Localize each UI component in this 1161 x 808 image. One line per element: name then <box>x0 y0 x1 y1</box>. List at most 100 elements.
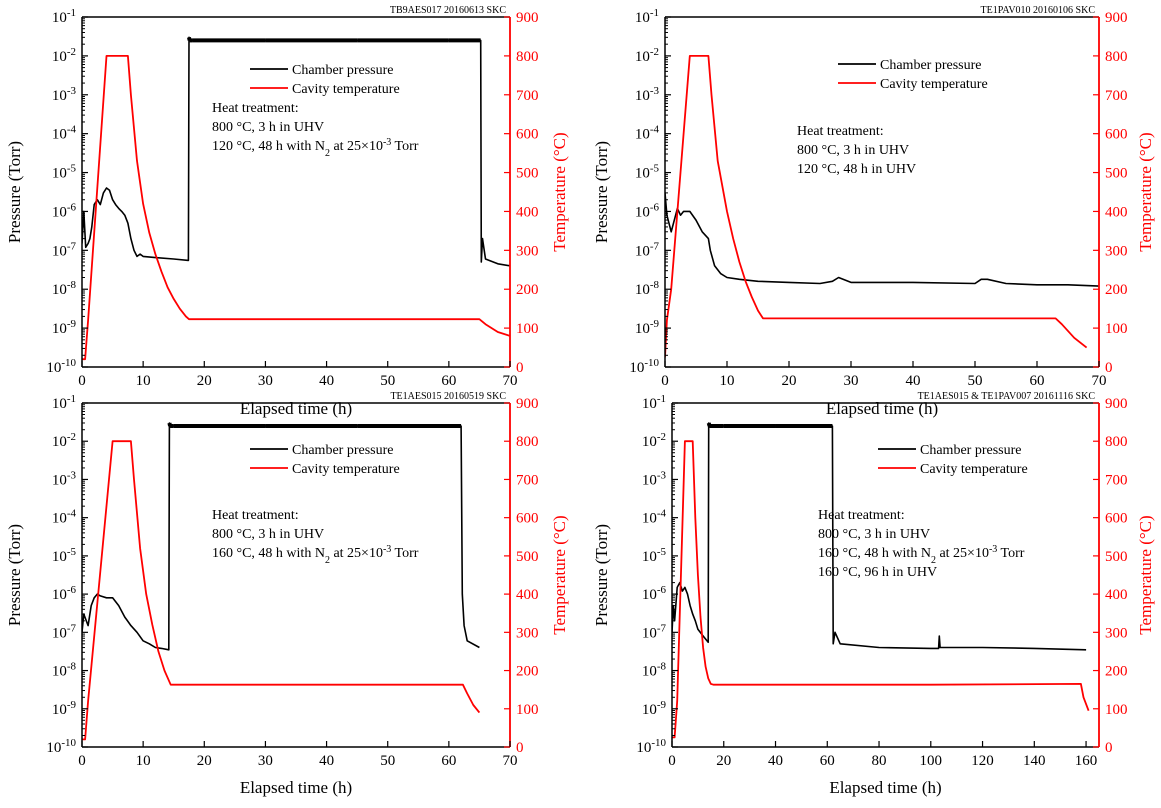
right-tick-label: 200 <box>1105 282 1128 298</box>
right-tick-label: 0 <box>516 360 524 376</box>
legend-label: Cavity temperature <box>920 462 1028 477</box>
right-tick-label: 300 <box>1105 625 1128 641</box>
x-tick-label: 60 <box>1030 373 1045 389</box>
annotation-line: 800 °C, 3 h in UHV <box>818 527 930 542</box>
x-tick-label: 20 <box>716 753 731 769</box>
annotation-line: 160 °C, 48 h with N2 at 25×10-3 Torr <box>818 544 1025 566</box>
left-tick-label: 10-8 <box>642 661 667 680</box>
right-tick-label: 300 <box>516 243 539 259</box>
x-tick-label: 0 <box>78 373 86 389</box>
y-axis-label-left: Pressure (Torr) <box>592 141 611 243</box>
x-tick-label: 40 <box>319 753 334 769</box>
x-tick-label: 60 <box>441 753 456 769</box>
left-tick-label: 10-9 <box>642 699 667 718</box>
right-tick-label: 100 <box>516 702 539 718</box>
x-tick-label: 40 <box>319 373 334 389</box>
right-tick-label: 700 <box>1105 472 1128 488</box>
left-tick-label: 10-1 <box>635 7 659 26</box>
left-tick-label: 10-1 <box>52 393 76 412</box>
right-tick-label: 100 <box>1105 321 1128 337</box>
legend-label: Cavity temperature <box>292 462 400 477</box>
x-tick-label: 10 <box>720 373 735 389</box>
x-tick-label: 30 <box>844 373 859 389</box>
legend-label: Chamber pressure <box>920 443 1021 458</box>
y-axis-label-right: Temperature (°C) <box>550 132 569 251</box>
x-tick-label: 0 <box>661 373 669 389</box>
left-tick-label: 10-10 <box>629 357 659 376</box>
annotation-line: 160 °C, 96 h in UHV <box>818 565 937 580</box>
chart-panel: 10-1010-910-810-710-610-510-410-310-210-… <box>592 391 1155 797</box>
y-axis-label-left: Pressure (Torr) <box>5 524 24 626</box>
x-tick-label: 40 <box>768 753 783 769</box>
x-tick-label: 0 <box>78 753 86 769</box>
left-tick-label: 10-1 <box>642 393 666 412</box>
right-tick-label: 900 <box>516 10 539 26</box>
left-tick-label: 10-8 <box>635 279 660 298</box>
x-tick-label: 0 <box>668 753 676 769</box>
right-tick-label: 500 <box>1105 166 1128 182</box>
y-axis-label-left: Pressure (Torr) <box>592 524 611 626</box>
left-tick-label: 10-6 <box>52 584 77 603</box>
left-tick-label: 10-4 <box>642 508 667 527</box>
x-axis-label: Elapsed time (h) <box>240 399 352 418</box>
right-tick-label: 800 <box>1105 49 1128 65</box>
right-tick-label: 0 <box>1105 360 1113 376</box>
right-tick-label: 600 <box>516 511 539 527</box>
left-tick-label: 10-9 <box>635 318 660 337</box>
right-tick-label: 800 <box>1105 434 1128 450</box>
right-tick-label: 200 <box>1105 664 1128 680</box>
legend-label: Cavity temperature <box>880 77 988 92</box>
x-tick-label: 20 <box>782 373 797 389</box>
pressure-series-line <box>665 192 1099 287</box>
x-axis-label: Elapsed time (h) <box>829 778 941 797</box>
annotation-line: Heat treatment: <box>818 508 905 523</box>
left-tick-label: 10-2 <box>52 431 76 450</box>
left-tick-label: 10-7 <box>52 240 77 259</box>
left-tick-label: 10-5 <box>52 546 77 565</box>
annotation-line: 120 °C, 48 h in UHV <box>797 162 916 177</box>
sample-id-label: TE1AES015 20160519 SKC <box>390 391 506 402</box>
x-tick-label: 20 <box>197 753 212 769</box>
right-tick-label: 300 <box>516 625 539 641</box>
x-tick-label: 100 <box>920 753 943 769</box>
x-tick-label: 160 <box>1075 753 1098 769</box>
y-axis-label-left: Pressure (Torr) <box>5 141 24 243</box>
left-tick-label: 10-3 <box>635 85 660 104</box>
left-tick-label: 10-6 <box>642 584 667 603</box>
x-tick-label: 60 <box>820 753 835 769</box>
pressure-plateau-segment <box>187 36 192 41</box>
temperature-series-line <box>82 55 510 361</box>
right-tick-label: 900 <box>1105 10 1128 26</box>
pressure-plateau-segment <box>167 422 173 427</box>
annotation-line: 800 °C, 3 h in UHV <box>212 527 324 542</box>
x-tick-label: 10 <box>136 753 151 769</box>
left-tick-label: 10-6 <box>635 201 660 220</box>
x-tick-label: 50 <box>968 373 983 389</box>
left-tick-label: 10-7 <box>642 622 667 641</box>
pressure-plateau-segment <box>706 422 712 427</box>
right-tick-label: 700 <box>1105 88 1128 104</box>
chart-panel: 10-1010-910-810-710-610-510-410-310-210-… <box>592 5 1155 418</box>
annotation-line: 120 °C, 48 h with N2 at 25×10-3 Torr <box>212 137 419 159</box>
temperature-series-line <box>665 55 1088 358</box>
left-tick-label: 10-5 <box>642 546 667 565</box>
right-tick-label: 200 <box>516 664 539 680</box>
right-tick-label: 200 <box>516 282 539 298</box>
x-tick-label: 50 <box>380 373 395 389</box>
x-tick-label: 20 <box>197 373 212 389</box>
y-axis-label-right: Temperature (°C) <box>1136 515 1155 634</box>
x-tick-label: 70 <box>1092 373 1107 389</box>
left-tick-label: 10-4 <box>635 124 660 143</box>
left-tick-label: 10-7 <box>52 622 77 641</box>
left-tick-label: 10-3 <box>642 469 667 488</box>
annotation-line: 160 °C, 48 h with N2 at 25×10-3 Torr <box>212 544 419 566</box>
x-tick-label: 40 <box>906 373 921 389</box>
sample-id-label: TE1PAV010 20160106 SKC <box>981 5 1096 16</box>
left-tick-label: 10-1 <box>52 7 76 26</box>
right-tick-label: 0 <box>516 740 524 756</box>
left-tick-label: 10-7 <box>635 240 660 259</box>
chart-panel: 10-1010-910-810-710-610-510-410-310-210-… <box>5 391 569 797</box>
right-tick-label: 600 <box>1105 127 1128 143</box>
right-tick-label: 400 <box>516 587 539 603</box>
left-tick-label: 10-5 <box>635 163 660 182</box>
